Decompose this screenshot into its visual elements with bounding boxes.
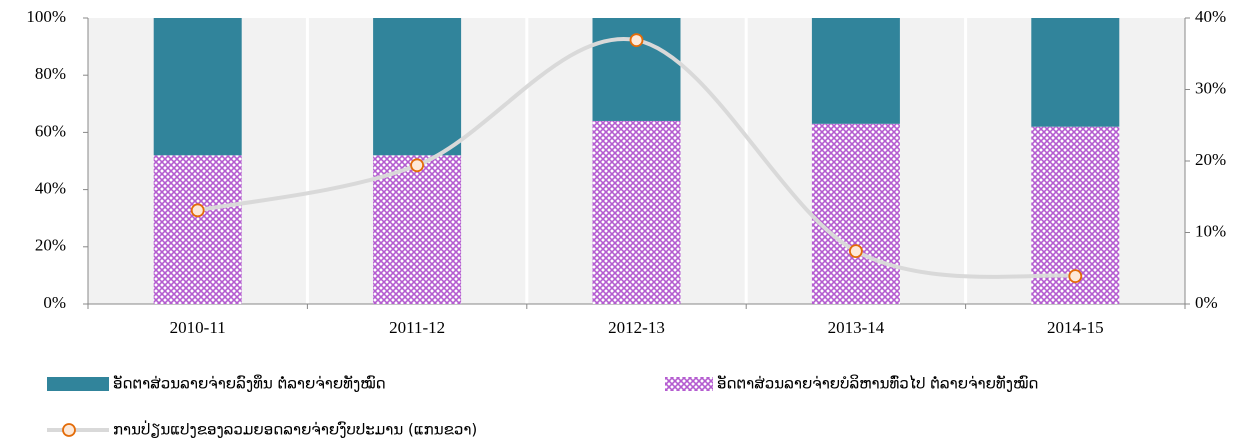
bar-segment [153,18,242,156]
legend-label: ການປ່ຽນແປງຂອງລວມຍອດລາຍຈ່າຍງົບປະມານ (ແກນຂ… [113,419,477,438]
legend-swatch [665,377,713,391]
line-marker [410,158,425,173]
y2-tick-label: 40% [1195,7,1226,26]
y2-tick-label: 10% [1195,221,1226,240]
y-tick-label: 100% [26,7,66,26]
bar-segment [811,123,900,304]
y-tick-label: 60% [35,121,66,140]
y-tick-label: 40% [35,179,66,198]
line-marker [190,203,205,218]
legend-swatch [47,377,109,391]
bar-segment [373,155,462,304]
legend-swatch [62,423,76,437]
line-marker [629,33,644,48]
bar-segment [811,18,900,124]
line-marker [849,244,863,258]
x-tick-label: 2012-13 [608,318,665,337]
bar-segment [373,18,462,156]
line-marker [1068,269,1083,284]
legend-label: ອັດຕາສ່ວນລາຍຈ່າຍບໍລິຫານທົ່ວໄປ ຕໍ່ລາຍຈ່າຍ… [717,373,1038,392]
bar-segment [1031,18,1120,127]
y-tick-label: 0% [43,293,66,312]
legend-label: ອັດຕາສ່ວນລາຍຈ່າຍລົງທຶນ ຕໍ່ລາຍຈ່າຍທັງໝົດ [113,373,386,392]
bar-segment [153,155,242,304]
y-tick-label: 80% [35,64,66,83]
x-tick-label: 2011-12 [389,318,445,337]
x-tick-label: 2013-14 [828,318,885,337]
y2-tick-label: 0% [1195,293,1218,312]
bar-segment [592,120,681,305]
y2-tick-label: 30% [1195,78,1226,97]
x-tick-label: 2014-15 [1047,318,1104,337]
y2-tick-label: 20% [1195,150,1226,169]
x-tick-label: 2010-11 [170,318,226,337]
y-tick-label: 20% [35,236,66,255]
